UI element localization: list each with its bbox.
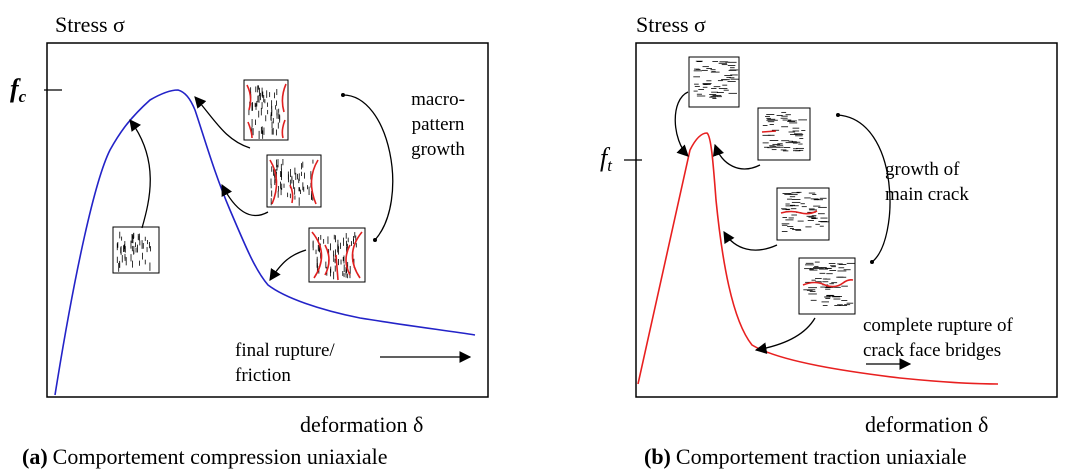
peak-label: fc <box>10 74 27 106</box>
annotation: macro- <box>411 89 465 110</box>
crack <box>780 210 818 215</box>
arrow <box>221 183 269 217</box>
caption-label: (b) <box>644 444 671 469</box>
micro-pattern <box>312 232 357 280</box>
arrow <box>712 143 761 170</box>
micro-pattern <box>762 111 807 152</box>
arrow <box>129 119 151 229</box>
plot-frame <box>635 42 1058 398</box>
crack <box>311 231 363 281</box>
peak-sub: t <box>607 156 613 175</box>
micro-square <box>688 56 740 108</box>
annotation: pattern <box>412 114 465 135</box>
annotation: growth of <box>885 159 960 180</box>
crack <box>246 83 287 139</box>
micro-pattern <box>803 261 855 306</box>
arrow <box>674 91 689 157</box>
caption: (a) Comportement compression uniaxiale <box>22 444 387 469</box>
panel-b: Stress σ deformation δ ft growth of main… <box>600 12 1058 469</box>
x-axis-label: deformation δ <box>865 412 988 437</box>
arrow <box>269 249 307 281</box>
dot <box>373 238 377 242</box>
crack <box>269 159 319 205</box>
y-axis-label: Stress σ <box>55 12 125 37</box>
arrow <box>194 96 251 149</box>
x-axis-label: deformation δ <box>300 412 423 437</box>
arrow-bracket <box>342 94 394 241</box>
annotation: complete rupture of <box>863 315 1014 336</box>
micro-pattern <box>781 191 830 232</box>
annotation: friction <box>235 365 291 386</box>
y-axis-label: Stress σ <box>636 12 706 37</box>
dot <box>870 260 874 264</box>
peak-label: ft <box>600 143 613 175</box>
plot-frame <box>46 42 489 398</box>
arrow <box>723 231 778 251</box>
arrow-bracket <box>837 114 891 263</box>
caption-text: Comportement traction uniaxiale <box>676 444 967 469</box>
dot <box>836 113 840 117</box>
annotation: final rupture/ <box>235 340 335 361</box>
micro-pattern <box>693 60 740 99</box>
caption: (b) Comportement traction uniaxiale <box>644 444 967 469</box>
caption-text: Comportement compression uniaxiale <box>53 444 388 469</box>
micro-pattern <box>248 85 281 139</box>
crack <box>761 130 777 133</box>
peak-sub: c <box>19 87 27 106</box>
micro-pattern <box>116 231 151 272</box>
annotation: crack face bridges <box>863 340 1001 361</box>
panel-a: Stress σ deformation δ fc macro- pattern… <box>10 12 489 469</box>
stress-curve <box>637 132 999 385</box>
peak-base: f <box>600 143 611 172</box>
arrow <box>754 317 816 354</box>
peak-base: f <box>10 74 21 103</box>
dot <box>341 93 345 97</box>
caption-label: (a) <box>22 444 48 469</box>
crack <box>802 279 854 288</box>
annotation: main crack <box>885 184 969 205</box>
stress-curve <box>54 89 476 396</box>
annotation: growth <box>411 139 465 160</box>
